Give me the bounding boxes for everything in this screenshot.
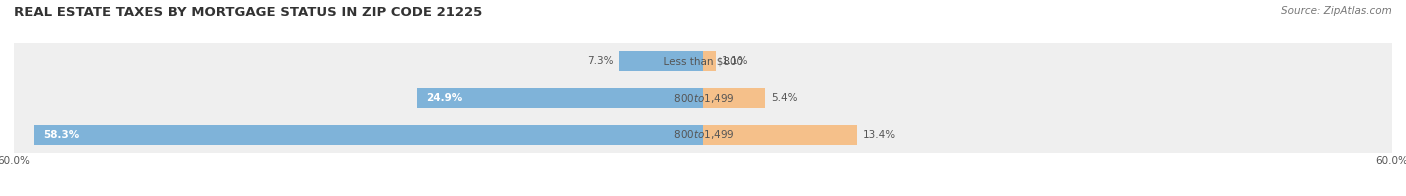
- Text: Less than $800: Less than $800: [657, 56, 749, 66]
- Bar: [703, 124, 856, 145]
- Text: $800 to $1,499: $800 to $1,499: [666, 92, 740, 104]
- Text: $800 to $1,499: $800 to $1,499: [666, 128, 740, 141]
- Text: 5.4%: 5.4%: [770, 93, 797, 103]
- Bar: [34, 124, 703, 145]
- Text: 13.4%: 13.4%: [863, 130, 896, 140]
- Bar: [14, 116, 1392, 153]
- Bar: [619, 51, 703, 72]
- Text: 58.3%: 58.3%: [42, 130, 79, 140]
- Text: 1.1%: 1.1%: [721, 56, 748, 66]
- Text: Source: ZipAtlas.com: Source: ZipAtlas.com: [1281, 6, 1392, 16]
- Bar: [703, 51, 716, 72]
- Bar: [703, 88, 765, 108]
- Bar: [14, 80, 1392, 116]
- Bar: [14, 43, 1392, 80]
- Text: 7.3%: 7.3%: [586, 56, 613, 66]
- Text: REAL ESTATE TAXES BY MORTGAGE STATUS IN ZIP CODE 21225: REAL ESTATE TAXES BY MORTGAGE STATUS IN …: [14, 6, 482, 19]
- Text: 24.9%: 24.9%: [426, 93, 463, 103]
- Bar: [418, 88, 703, 108]
